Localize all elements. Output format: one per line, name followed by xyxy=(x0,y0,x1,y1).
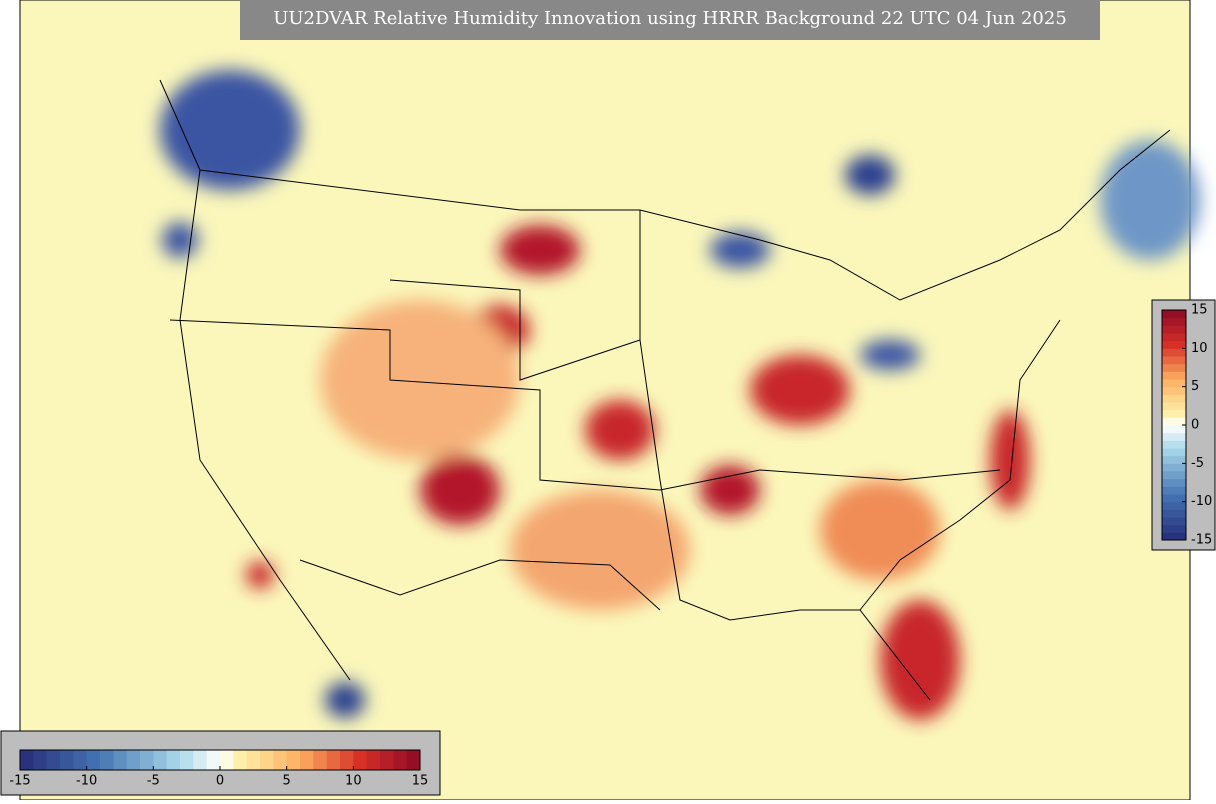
colorbar-cell xyxy=(1162,509,1186,518)
colorbar-cell xyxy=(313,750,328,770)
tick-label: 15 xyxy=(1191,303,1208,318)
colorbar-cell xyxy=(406,750,421,770)
colorbar-cell xyxy=(393,750,408,770)
colorbar-cell xyxy=(1162,325,1186,334)
colorbar-cell xyxy=(1162,517,1186,526)
colorbar-cell xyxy=(326,750,341,770)
humidity-field xyxy=(160,70,1200,720)
colorbar-cell xyxy=(1162,463,1186,472)
colorbar-cell xyxy=(1162,379,1186,388)
colorbar-cell xyxy=(73,750,88,770)
title: UU2DVAR Relative Humidity Innovation usi… xyxy=(273,8,1067,29)
colorbar-cell xyxy=(1162,402,1186,411)
tick-label: -10 xyxy=(76,774,97,789)
colorbar-cell xyxy=(1162,478,1186,487)
colorbar-cell xyxy=(1162,455,1186,464)
tick-label: 0 xyxy=(1191,418,1199,433)
colorbar-cell xyxy=(260,750,274,770)
colorbar-cell xyxy=(1162,356,1186,365)
colorbar-cell xyxy=(33,750,48,770)
colorbar-cell xyxy=(1162,394,1186,403)
colorbar-cell xyxy=(1162,448,1186,457)
colorbar-cell xyxy=(113,750,128,770)
colorbar-cell xyxy=(246,750,261,770)
colorbar-cell xyxy=(1162,501,1186,510)
colorbar-cell xyxy=(1162,371,1186,380)
colorbar-cell xyxy=(193,750,208,770)
colorbar-cell xyxy=(286,750,301,770)
tick-label: 0 xyxy=(216,774,224,789)
colorbar-cell xyxy=(20,750,34,770)
colorbar-cell xyxy=(1162,340,1186,349)
colorbar-bottom: -15 -10 -5 0 5 10 15 xyxy=(9,749,429,789)
colorbar-cell xyxy=(86,750,101,770)
colorbar-cell xyxy=(1162,524,1186,533)
tick-label: 15 xyxy=(412,774,429,789)
colorbar-cell xyxy=(273,750,288,770)
colorbar-cell xyxy=(206,750,221,770)
colorbar-cell xyxy=(1162,486,1186,495)
colorbar-cell xyxy=(1162,348,1186,357)
tick-label: -10 xyxy=(1191,494,1212,509)
tick-label: 5 xyxy=(1191,379,1199,394)
tick-label: -5 xyxy=(147,774,160,789)
colorbar-cell xyxy=(340,750,354,770)
colorbar-cell xyxy=(220,750,234,770)
colorbar-right: 15 10 5 0 -5 -10 -15 xyxy=(1161,303,1212,548)
tick-label: 5 xyxy=(283,774,291,789)
colorbar-cell xyxy=(380,750,394,770)
colorbar-cell xyxy=(1162,440,1186,449)
tick-label: -5 xyxy=(1191,456,1204,471)
colorbar-cell xyxy=(46,750,61,770)
colorbar-cell xyxy=(166,750,181,770)
tick-label: -15 xyxy=(9,774,30,789)
colorbar-cell xyxy=(100,750,114,770)
colorbar-cell xyxy=(353,750,368,770)
colorbar-cell xyxy=(1162,386,1186,395)
colorbar-cell xyxy=(233,750,248,770)
colorbar-cell xyxy=(140,750,154,770)
boundaries xyxy=(159,79,1171,701)
colorbar-cell xyxy=(300,750,314,770)
colorbar-cell xyxy=(1162,317,1186,326)
colorbar-cell xyxy=(1162,409,1186,418)
colorbar-cell xyxy=(1162,333,1186,342)
colorbar-cell xyxy=(1162,417,1186,426)
colorbar-cell xyxy=(60,750,74,770)
colorbar-cell xyxy=(1162,310,1186,319)
colorbar-cell xyxy=(153,750,168,770)
tick-label: 10 xyxy=(345,774,362,789)
title-box xyxy=(240,0,1100,40)
tick-label: -15 xyxy=(1191,533,1212,548)
tick-label: 10 xyxy=(1191,341,1208,356)
colorbar-cell xyxy=(1162,471,1186,480)
colorbar-cell xyxy=(1162,494,1186,503)
colorbar-cell xyxy=(1162,532,1186,541)
colorbar-cell xyxy=(1162,363,1186,372)
colorbar-cell xyxy=(366,750,381,770)
colorbar-cell xyxy=(180,750,194,770)
colorbar-cell xyxy=(126,750,141,770)
colorbar-cell xyxy=(1162,425,1186,434)
colorbar-cell xyxy=(1162,432,1186,441)
